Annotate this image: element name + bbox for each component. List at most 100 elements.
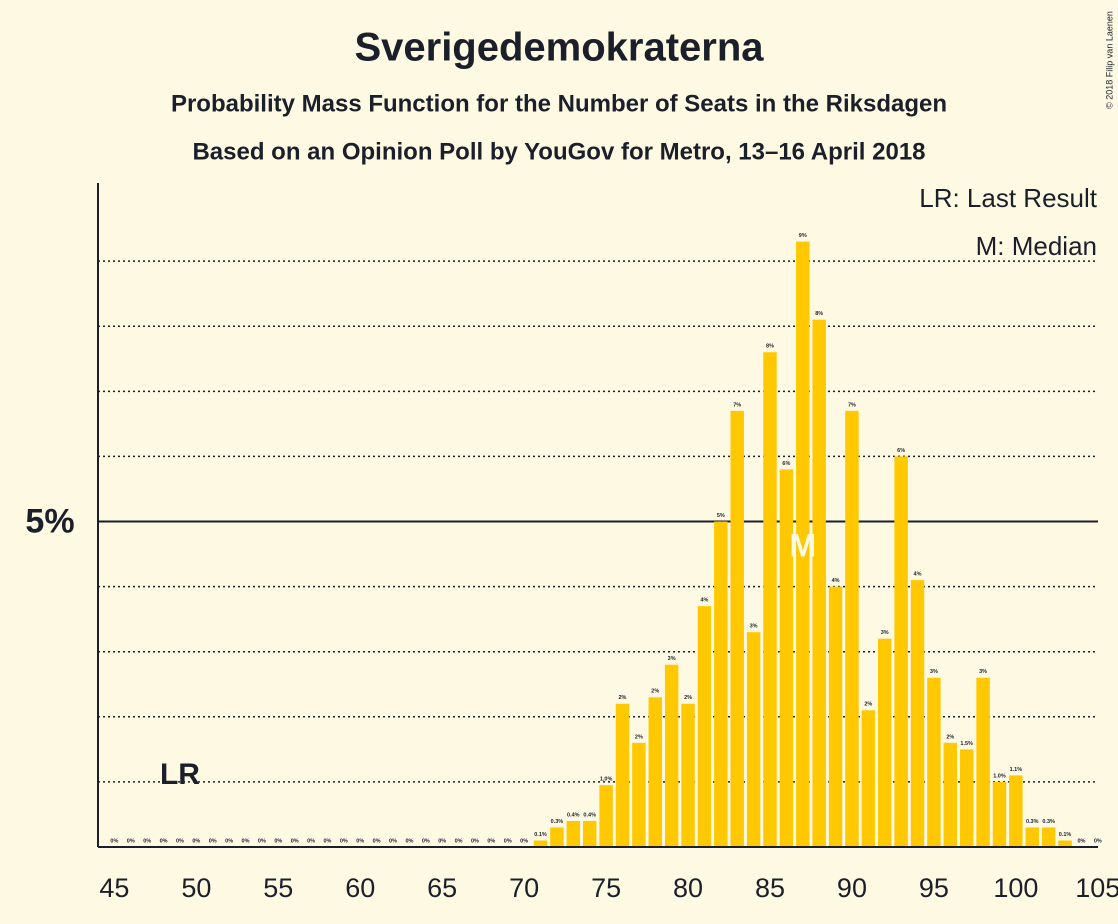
value-label: 0%	[422, 838, 430, 844]
chart-subtitle: Based on an Opinion Poll by YouGov for M…	[192, 138, 925, 165]
value-label: 1.5%	[960, 741, 973, 747]
value-label: 0%	[192, 838, 200, 844]
x-tick-label: 60	[345, 873, 375, 903]
value-label: 4%	[914, 572, 922, 578]
value-label: 0%	[160, 838, 168, 844]
x-tick-label: 55	[263, 873, 293, 903]
bar	[828, 586, 843, 847]
x-tick-label: 95	[919, 873, 949, 903]
bar	[1041, 827, 1056, 847]
value-label: 0%	[487, 838, 495, 844]
value-label: 0.3%	[1026, 819, 1039, 825]
last-result-marker: LR	[160, 758, 200, 791]
bar	[615, 703, 630, 847]
value-label: 0%	[520, 838, 528, 844]
value-label: 0.1%	[534, 832, 547, 838]
x-tick-label: 65	[427, 873, 457, 903]
bar	[730, 410, 744, 847]
value-label: 2%	[635, 734, 643, 740]
value-label: 0%	[405, 838, 413, 844]
x-tick-label: 50	[181, 873, 211, 903]
value-label: 0%	[225, 838, 233, 844]
bar	[714, 521, 728, 847]
bar	[697, 606, 712, 847]
value-label: 0%	[291, 838, 299, 844]
value-label: 2%	[619, 695, 627, 701]
value-label: 0%	[389, 838, 397, 844]
bar	[746, 632, 761, 847]
value-label: 0.1%	[1059, 832, 1072, 838]
value-label: 8%	[815, 311, 823, 317]
x-tick-label: 70	[509, 873, 539, 903]
value-label: 6%	[782, 461, 790, 467]
bar	[533, 840, 548, 847]
value-label: 4%	[700, 598, 708, 604]
bar	[763, 352, 777, 847]
legend-entry: LR: Last Result	[919, 183, 1098, 213]
value-label: 0%	[274, 838, 282, 844]
value-label: 0%	[242, 838, 250, 844]
bar	[779, 469, 794, 847]
bar	[992, 781, 1007, 847]
x-tick-label: 90	[837, 873, 867, 903]
value-label: 0%	[373, 838, 381, 844]
bar	[582, 820, 597, 847]
value-label: 0%	[323, 838, 331, 844]
value-label: 0%	[1077, 838, 1085, 844]
value-label: 1.1%	[1010, 767, 1023, 773]
value-label: 0.4%	[567, 812, 580, 818]
bar	[910, 580, 925, 847]
chart-subtitle: Probability Mass Function for the Number…	[171, 90, 947, 117]
bar	[796, 241, 810, 847]
x-tick-label: 80	[673, 873, 703, 903]
value-label: 7%	[848, 402, 856, 408]
copyright: © 2018 Filip van Laenen	[1104, 11, 1114, 109]
value-label: 0%	[455, 838, 463, 844]
value-label: 1.0%	[993, 773, 1006, 779]
value-label: 0%	[258, 838, 266, 844]
value-label: 0.3%	[551, 819, 564, 825]
bar	[566, 820, 581, 847]
value-label: 5%	[717, 513, 725, 519]
bar	[550, 827, 564, 847]
y-tick-label: 5%	[25, 502, 74, 540]
value-label: 0%	[176, 838, 184, 844]
value-label: 0.3%	[1042, 819, 1055, 825]
value-label: 3%	[979, 669, 987, 675]
bar	[845, 410, 859, 847]
value-label: 0%	[340, 838, 348, 844]
value-label: 8%	[766, 344, 774, 350]
value-label: 0%	[127, 838, 135, 844]
value-label: 0%	[209, 838, 217, 844]
value-label: 3%	[881, 630, 889, 636]
bar	[599, 785, 613, 847]
value-label: 2%	[946, 734, 954, 740]
value-label: 3%	[750, 624, 758, 630]
value-label: 0.4%	[583, 812, 596, 818]
bar	[632, 742, 646, 847]
value-label: 0%	[356, 838, 364, 844]
bar	[943, 742, 958, 847]
x-tick-label: 45	[99, 873, 129, 903]
value-label: 3%	[930, 669, 938, 675]
x-tick-label: 75	[591, 873, 621, 903]
value-label: 0%	[1094, 838, 1102, 844]
bar	[1058, 840, 1072, 847]
bar	[681, 703, 695, 847]
bar	[648, 697, 662, 847]
value-label: 0%	[504, 838, 512, 844]
value-label: 0%	[110, 838, 118, 844]
value-label: 1.0%	[600, 777, 613, 783]
value-label: 0%	[471, 838, 479, 844]
value-label: 7%	[733, 402, 741, 408]
bar	[976, 677, 990, 847]
value-label: 2%	[651, 689, 659, 695]
x-tick-label: 105	[1075, 873, 1118, 903]
value-label: 0%	[307, 838, 315, 844]
bar	[894, 456, 908, 847]
bar	[861, 710, 876, 847]
x-tick-label: 100	[993, 873, 1038, 903]
median-marker: M	[789, 527, 816, 563]
bar	[878, 638, 892, 847]
bar	[812, 319, 826, 847]
